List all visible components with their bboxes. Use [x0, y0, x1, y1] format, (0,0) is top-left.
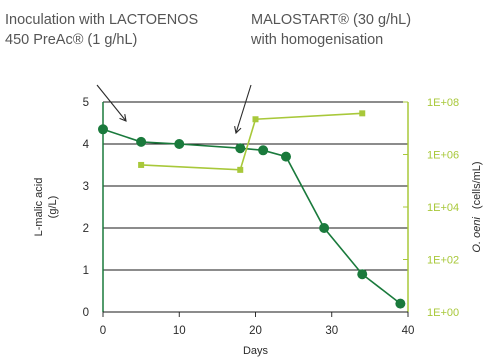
series-layer	[98, 110, 406, 309]
annotation-text: MALOSTART® (30 g/hL)	[251, 12, 411, 28]
y-right-tick-label: 1E+02	[427, 255, 459, 267]
y-right-tick-label: 1E+04	[427, 202, 459, 214]
axes	[102, 101, 409, 317]
series-oeni-line	[141, 112, 363, 171]
y-left-tick-label: 5	[83, 97, 89, 109]
data-point-malic	[357, 269, 368, 280]
data-point-malic	[281, 151, 291, 162]
tick-labels: 0 1 2 3 4 5 1E+00 1E+02 1E+04 1E+06 1E+08 0 10 20 30 40	[83, 97, 460, 337]
annotations: Inoculation with LACTOENOS 450 PreAc® (1 …	[5, 12, 411, 135]
data-point-malic	[235, 143, 246, 154]
data-point-malic	[98, 124, 108, 135]
y-left-tick-label: 2	[83, 223, 89, 235]
y-axis-right-label-italic: O. oeni	[471, 217, 483, 253]
y-left-tick-label: 0	[83, 307, 89, 319]
x-tick-label: 20	[249, 325, 262, 337]
data-point-oeni	[359, 110, 366, 117]
x-tick-label: 30	[325, 325, 338, 337]
annotation-text: 450 PreAc® (1 g/hL)	[5, 32, 137, 48]
annotation-text: with homogenisation	[250, 32, 383, 48]
y-right-tick-label: 1E+06	[427, 150, 459, 162]
y-axis-left-label-line: L-malic acid	[33, 178, 45, 237]
y-left-tick-label: 1	[83, 265, 89, 277]
annotation-arrowhead	[234, 126, 242, 135]
axis-labels: Days L-malic acid (g/L) O. oeni (cells/mL)	[33, 161, 483, 357]
y-right-tick-label: 1E+00	[427, 307, 459, 319]
x-tick-label: 0	[100, 325, 106, 337]
data-point-malic	[174, 139, 185, 149]
data-point-malic	[136, 136, 147, 147]
annotation-arrowhead	[119, 114, 127, 122]
data-point-oeni	[237, 166, 244, 173]
annotation-arrow	[235, 84, 252, 134]
gridlines	[103, 101, 408, 313]
y-right-tick-label: 1E+08	[427, 97, 459, 109]
x-axis-label: Days	[243, 345, 269, 357]
data-point-malic	[319, 223, 330, 233]
annotation-text: Inoculation with LACTOENOS	[5, 12, 198, 28]
y-left-tick-label: 4	[83, 139, 90, 151]
y-axis-left-label-line: (g/L)	[47, 196, 59, 219]
annotation-arrow	[96, 84, 127, 122]
y-axis-right-label: O. oeni (cells/mL)	[471, 161, 483, 252]
y-axis-right-label-rest: (cells/mL)	[471, 161, 483, 209]
y-left-tick-label: 3	[83, 181, 89, 193]
data-point-oeni	[252, 116, 259, 123]
data-point-malic	[395, 298, 406, 309]
data-point-oeni	[138, 161, 145, 168]
x-tick-label: 40	[402, 325, 415, 337]
x-tick-label: 10	[173, 325, 186, 337]
data-point-malic	[258, 145, 269, 156]
y-axis-left-label: L-malic acid (g/L)	[33, 178, 59, 237]
series-malic-line	[102, 128, 401, 305]
